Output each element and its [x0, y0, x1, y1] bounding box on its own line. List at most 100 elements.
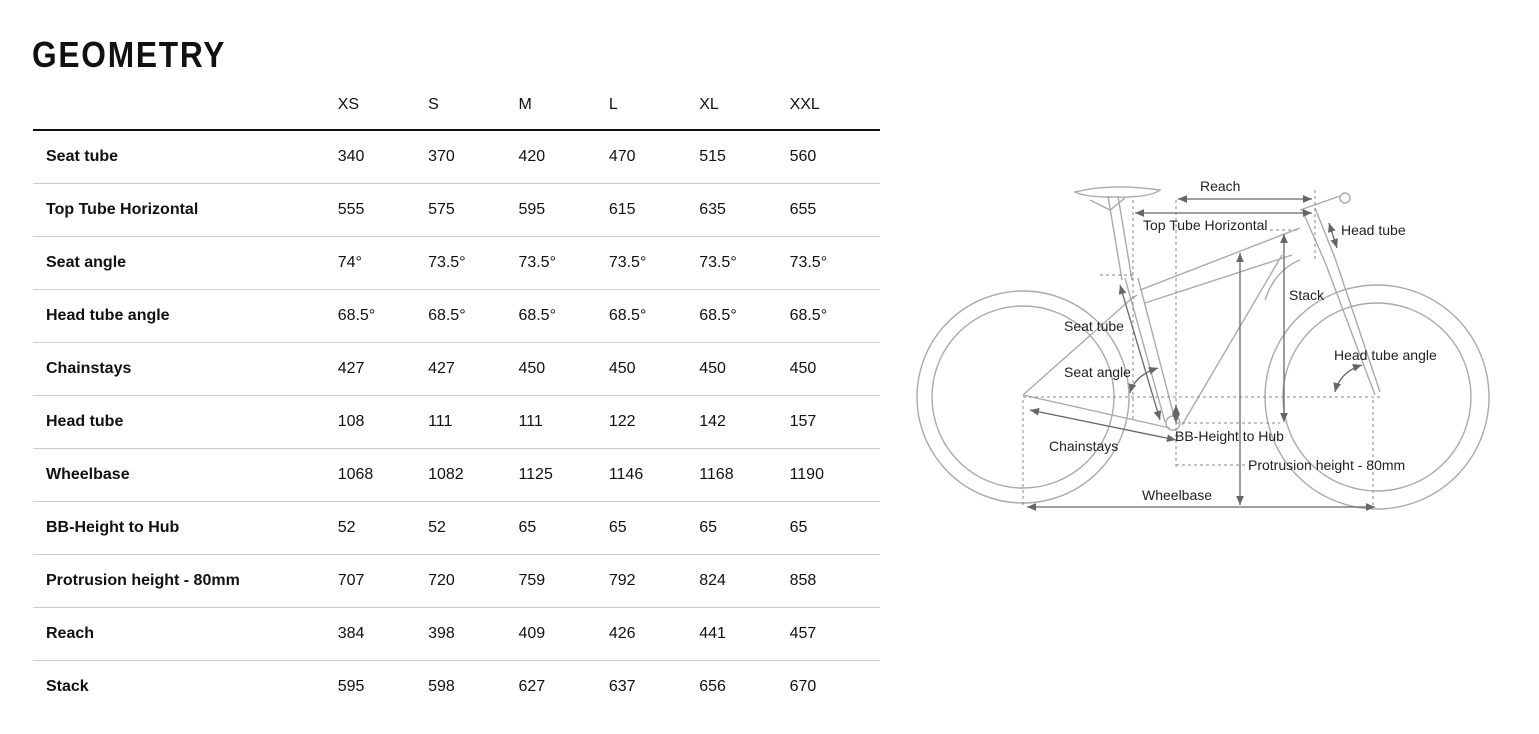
cell-xl: 450	[699, 342, 790, 396]
cell-l: 792	[608, 554, 700, 608]
label-seat-angle: Seat angle	[1064, 364, 1131, 380]
cell-xl: 1168	[699, 448, 790, 502]
size-header-s: S	[428, 80, 519, 131]
table-row: Chainstays 427 427 450 450 450 450	[33, 342, 880, 396]
table-row: BB-Height to Hub 52 52 65 65 65 65	[33, 501, 880, 555]
cell-xl: 68.5°	[699, 289, 790, 343]
cell-l: 470	[608, 130, 700, 184]
cell-s: 73.5°	[428, 236, 519, 290]
cell-l: 73.5°	[608, 236, 700, 290]
cell-s: 720	[428, 554, 519, 608]
row-label: Seat angle	[33, 236, 338, 290]
cell-xxl: 858	[789, 554, 880, 608]
table-row: Wheelbase 1068 1082 1125 1146 1168 1190	[33, 448, 880, 502]
cell-l: 122	[608, 395, 700, 449]
cell-xs: 1068	[337, 448, 429, 502]
cell-xl: 656	[699, 678, 726, 695]
cell-xs: 555	[337, 183, 429, 237]
cell-xs: 108	[337, 395, 429, 449]
size-header-m: M	[518, 80, 609, 131]
cell-s: 68.5°	[428, 289, 519, 343]
cell-m: 420	[518, 130, 609, 184]
cell-m: 68.5°	[518, 289, 609, 343]
label-head-tube-angle: Head tube angle	[1334, 347, 1437, 363]
cell-xxl: 1190	[789, 448, 880, 502]
cell-xxl: 655	[789, 183, 880, 237]
label-top-tube: Top Tube Horizontal	[1143, 217, 1268, 233]
row-label: Head tube	[33, 395, 338, 449]
cell-xs: 427	[337, 342, 429, 396]
cell-xs: 707	[337, 554, 429, 608]
size-header-l: L	[608, 80, 700, 131]
cell-m: 1125	[518, 448, 609, 502]
row-label: Wheelbase	[33, 448, 338, 502]
cell-xxl: 560	[789, 130, 880, 184]
table-row: Seat tube 340 370 420 470 515 560	[33, 130, 880, 184]
page-title: GEOMETRY	[32, 34, 227, 75]
cell-s: 427	[428, 342, 519, 396]
cell-s: 111	[428, 395, 519, 449]
label-protrusion: Protrusion height - 80mm	[1248, 457, 1405, 473]
cell-m: 450	[518, 342, 609, 396]
row-label: Protrusion height - 80mm	[33, 554, 338, 608]
cell-xs: 384	[337, 607, 429, 661]
size-header-row: XS S M L XL XXL	[33, 80, 880, 131]
table-row: Seat angle 74° 73.5° 73.5° 73.5° 73.5° 73.5°	[33, 236, 880, 290]
cell-l: 615	[608, 183, 700, 237]
saddle	[1073, 186, 1162, 211]
cell-xl: 635	[699, 183, 790, 237]
row-label: BB-Height to Hub	[33, 501, 338, 555]
cell-xxl: 68.5°	[789, 289, 880, 343]
cell-xl: 142	[699, 395, 790, 449]
cell-l: 68.5°	[608, 289, 700, 343]
cell-l: 1146	[608, 448, 700, 502]
cell-s: 1082	[428, 448, 519, 502]
cell-s: 598	[428, 678, 455, 695]
table-row: Top Tube Horizontal 555 575 595 615 635 655	[33, 183, 880, 237]
cell-xxl: 65	[789, 501, 880, 555]
cell-s: 398	[428, 607, 519, 661]
cell-xs: 68.5°	[337, 289, 429, 343]
cell-l: 637	[608, 678, 636, 695]
cell-m: 409	[518, 607, 609, 661]
header-blank	[33, 80, 338, 131]
size-header-xxl: XXL	[789, 80, 880, 131]
cell-m: 595	[518, 183, 609, 237]
label-reach: Reach	[1200, 178, 1240, 194]
table-row: Stack 595 598 627 637 656 670	[33, 661, 880, 714]
label-bb-height: BB-Height to Hub	[1175, 428, 1284, 444]
cell-l: 426	[608, 607, 700, 661]
size-header-xs: XS	[337, 80, 429, 131]
cell-l: 65	[608, 501, 700, 555]
cell-xs: 595	[337, 678, 365, 695]
geometry-table: XS S M L XL XXL Seat tube 340 370 420 470 515 560 To…	[33, 80, 880, 713]
label-head-tube: Head tube	[1341, 222, 1406, 238]
table-row: Head tube 108 111 111 122 142 157	[33, 395, 880, 449]
label-chainstays: Chainstays	[1049, 438, 1118, 454]
cell-xl: 73.5°	[699, 236, 790, 290]
cell-xl: 65	[699, 501, 790, 555]
cell-m: 65	[518, 501, 609, 555]
fork	[1299, 195, 1381, 396]
cell-xxl: 73.5°	[789, 236, 880, 290]
cell-xxl: 450	[789, 342, 880, 396]
cell-xxl: 157	[789, 395, 880, 449]
row-label: Top Tube Horizontal	[33, 183, 338, 237]
cell-m: 759	[518, 554, 609, 608]
cell-m: 627	[518, 678, 546, 695]
cell-xs: 340	[337, 130, 429, 184]
cell-l: 450	[608, 342, 700, 396]
cell-xl: 441	[699, 607, 790, 661]
cell-xs: 52	[337, 501, 429, 555]
label-wheelbase: Wheelbase	[1142, 487, 1212, 503]
cell-s: 575	[428, 183, 519, 237]
cell-xl: 824	[699, 554, 790, 608]
table-row: Protrusion height - 80mm 707 720 759 792 824 8…	[33, 554, 880, 608]
row-label: Reach	[33, 607, 338, 661]
cell-m: 111	[518, 395, 609, 449]
row-label: Seat tube	[33, 130, 338, 184]
size-header-xl: XL	[699, 80, 790, 131]
cell-s: 52	[428, 501, 519, 555]
label-stack: Stack	[1289, 287, 1325, 303]
